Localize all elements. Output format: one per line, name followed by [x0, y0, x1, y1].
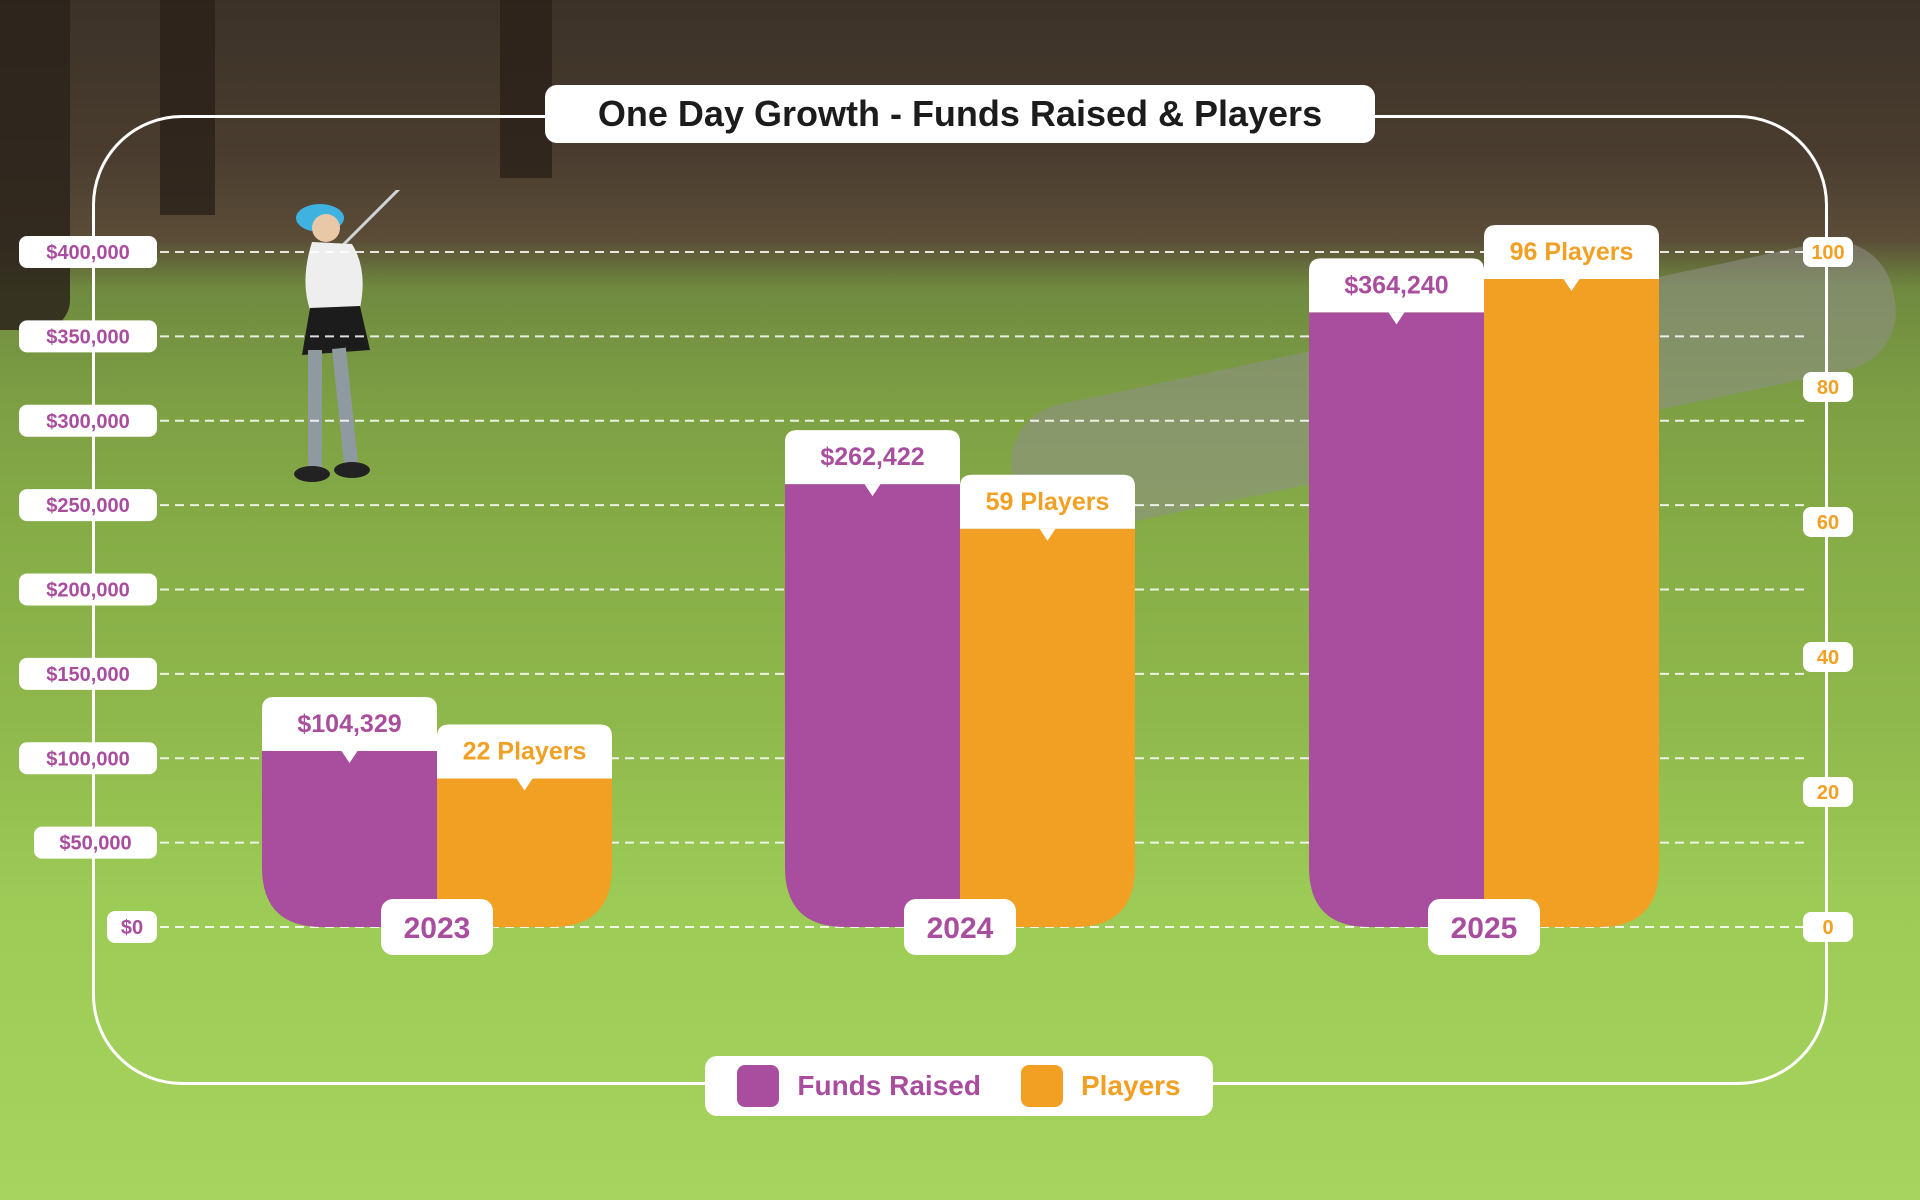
- y-left-tick-label: $400,000: [46, 242, 129, 264]
- data-label-funds: $364,240: [1344, 271, 1448, 299]
- y-left-tick-label: $50,000: [59, 833, 131, 855]
- legend-label-players: Players: [1080, 1070, 1181, 1101]
- y-right-tick-label: 20: [1817, 782, 1839, 804]
- x-tick-box: [381, 899, 493, 955]
- data-label-funds-pointer: [341, 750, 358, 763]
- y-right-tick-box: [1803, 912, 1853, 942]
- y-right-tick-label: 100: [1811, 242, 1844, 264]
- background-tree-trunk: [0, 0, 70, 330]
- background-tree-trunk: [500, 0, 552, 178]
- bar-funds-raised: [1309, 312, 1484, 928]
- bar-players: [960, 528, 1135, 927]
- chart-legend: Funds Raised Players: [705, 1056, 1213, 1116]
- y-left-tick-box: [34, 826, 157, 859]
- x-tick-label: 2025: [1451, 912, 1518, 945]
- data-label-funds-pointer: [864, 484, 881, 497]
- y-left-tick-label: $150,000: [46, 664, 129, 686]
- y-right-tick-box: [1803, 507, 1853, 537]
- y-left-tick-label: $250,000: [46, 495, 129, 517]
- y-right-tick-label: 60: [1817, 512, 1839, 534]
- data-label-funds-pointer: [1388, 312, 1405, 325]
- y-right-tick-label: 0: [1822, 917, 1833, 939]
- y-right-tick-box: [1803, 777, 1853, 807]
- y-right-tick-label: 80: [1817, 377, 1839, 399]
- data-label-funds-box: [1309, 258, 1484, 313]
- data-label-players-pointer: [1563, 279, 1580, 291]
- legend-label-funds: Funds Raised: [797, 1070, 981, 1101]
- x-tick-label: 2023: [404, 912, 471, 945]
- y-left-tick-label: $0: [121, 917, 143, 939]
- data-label-players-pointer: [516, 778, 533, 791]
- data-label-players: 96 Players: [1510, 238, 1634, 266]
- y-left-tick-label: $300,000: [46, 411, 129, 433]
- data-label-players: 59 Players: [986, 488, 1110, 516]
- y-left-tick-label: $200,000: [46, 580, 129, 602]
- y-left-tick-label: $100,000: [46, 748, 129, 770]
- y-left-tick-box: [107, 911, 157, 943]
- data-label-players-box: [437, 724, 612, 779]
- data-label-players-box: [1484, 225, 1659, 279]
- y-left-tick-box: [19, 320, 157, 353]
- bar-funds-raised: [785, 484, 960, 927]
- data-label-funds-box: [785, 430, 960, 485]
- data-label-players-pointer: [1039, 528, 1056, 541]
- bar-players: [1484, 279, 1659, 927]
- x-tick-box: [1428, 899, 1540, 955]
- y-right-tick-box: [1803, 237, 1853, 267]
- legend-swatch-players: [1020, 1065, 1063, 1107]
- y-left-tick-box: [19, 236, 157, 268]
- bar-players: [437, 778, 612, 927]
- y-right-tick-box: [1803, 372, 1853, 402]
- y-left-tick-label: $350,000: [46, 326, 129, 348]
- y-left-tick-box: [19, 489, 157, 522]
- y-right-tick-label: 40: [1817, 647, 1839, 669]
- y-left-tick-box: [19, 404, 157, 437]
- data-label-funds: $104,329: [297, 710, 401, 738]
- x-tick-box: [904, 899, 1016, 955]
- data-label-players: 22 Players: [463, 738, 587, 766]
- legend-swatch-funds: [737, 1065, 780, 1107]
- golfer-illustration: [294, 190, 401, 482]
- data-label-players-box: [960, 474, 1135, 529]
- legend-entry-funds: Funds Raised: [737, 1065, 981, 1107]
- bar-funds-raised: [262, 750, 437, 927]
- data-label-funds-box: [262, 696, 437, 751]
- y-right-tick-box: [1803, 642, 1853, 672]
- y-left-tick-box: [19, 657, 157, 690]
- chart-title: One Day Growth - Funds Raised & Players: [545, 85, 1375, 143]
- y-left-tick-box: [19, 742, 157, 775]
- x-tick-label: 2024: [927, 912, 994, 945]
- data-label-funds: $262,422: [820, 443, 924, 471]
- y-left-tick-box: [19, 573, 157, 606]
- legend-entry-players: Players: [1020, 1065, 1181, 1107]
